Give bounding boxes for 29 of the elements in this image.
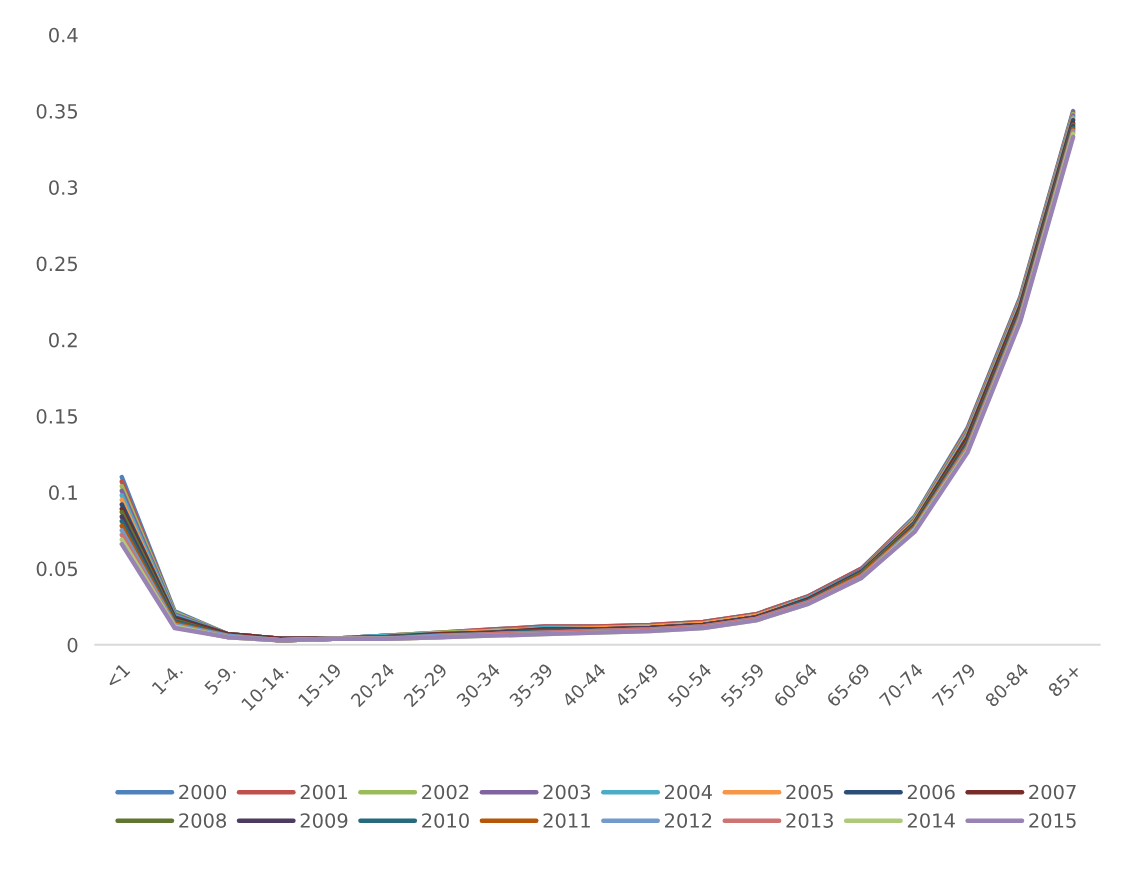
- x-tick-label: <1: [104, 663, 131, 689]
- legend-label: 2002: [422, 784, 469, 800]
- legend-label: 2003: [543, 784, 591, 800]
- legend-label: 2015: [1029, 813, 1076, 828]
- legend-label: 2001: [300, 784, 347, 800]
- x-tick-label: 85+: [1047, 663, 1082, 698]
- legend-label: 2005: [786, 784, 833, 800]
- legend-label: 2014: [907, 813, 955, 828]
- legend-label: 2000: [179, 784, 227, 800]
- y-tick-label: 0.05: [36, 561, 78, 577]
- y-tick-label: 0.35: [36, 103, 78, 119]
- legend-label: 2009: [300, 813, 348, 828]
- x-tick-label: 1-4.: [151, 663, 183, 695]
- y-tick-label: 0.3: [49, 180, 78, 195]
- legend-label: 2010: [422, 813, 469, 828]
- x-tick-label: 5-9.: [203, 663, 237, 696]
- legend-label: 2011: [543, 813, 590, 828]
- y-tick-label: 0.15: [36, 408, 78, 424]
- y-tick-label: 0.25: [36, 256, 78, 272]
- y-tick-label: 0.4: [49, 27, 78, 43]
- y-tick-label: 0: [67, 637, 78, 653]
- legend-label: 2004: [665, 784, 712, 800]
- legend-label: 2012: [665, 813, 712, 828]
- legend-label: 2013: [786, 813, 833, 828]
- y-tick-label: 0.1: [49, 485, 77, 500]
- legend-label: 2007: [1029, 784, 1076, 800]
- y-tick-label: 0.2: [49, 332, 77, 348]
- legend-label: 2006: [907, 784, 955, 800]
- legend-label: 2008: [179, 813, 227, 828]
